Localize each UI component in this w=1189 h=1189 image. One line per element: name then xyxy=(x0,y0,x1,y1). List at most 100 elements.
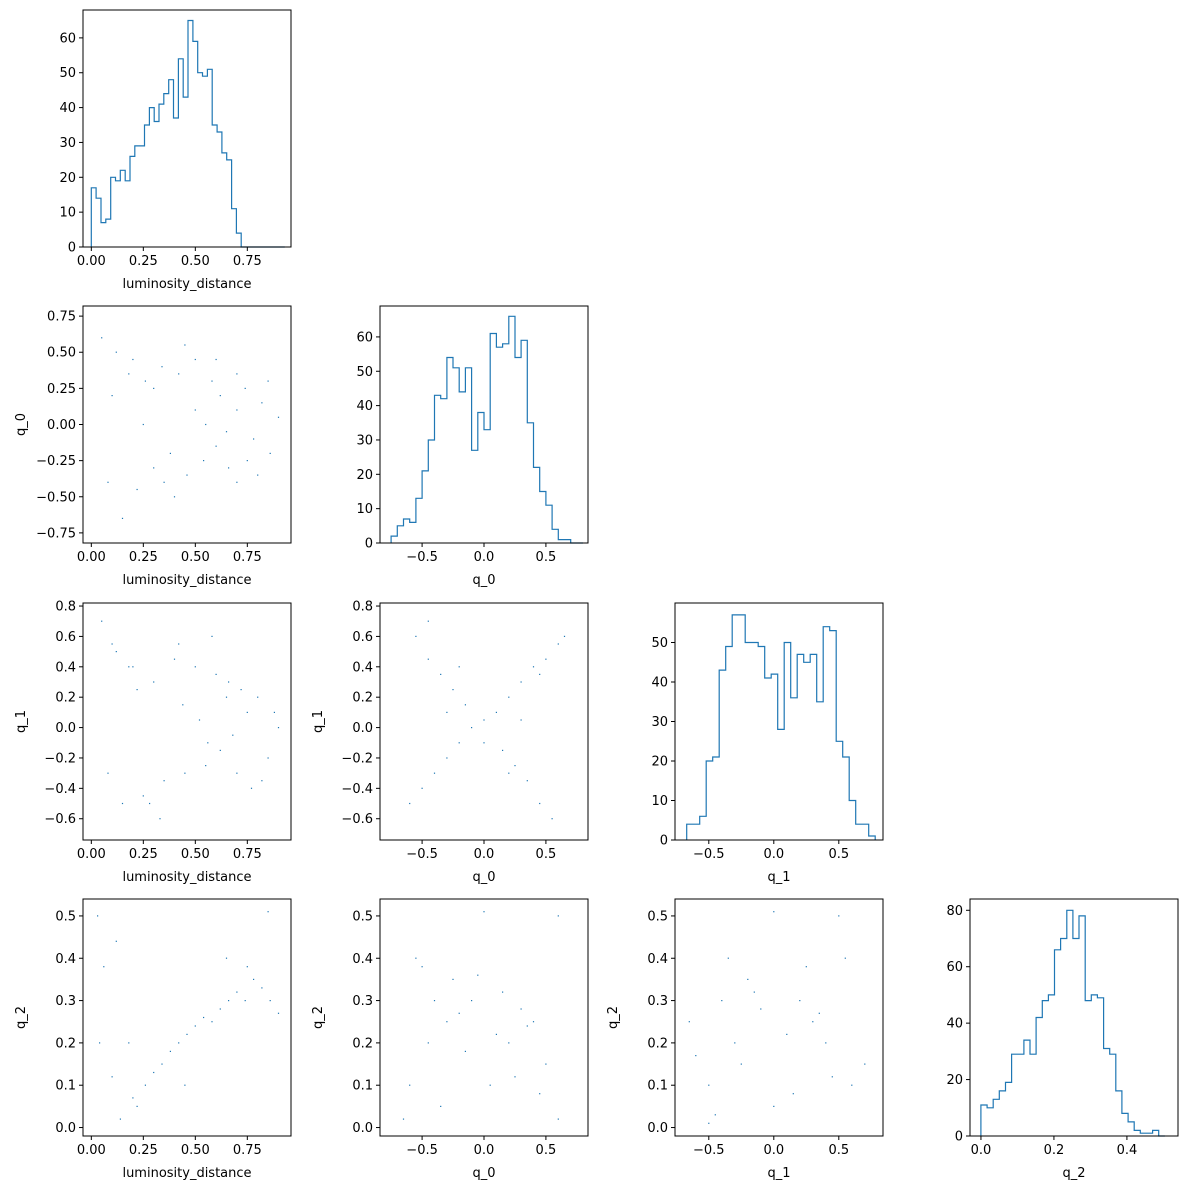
y-tick-label: 0.2 xyxy=(647,1036,668,1051)
scatter-point xyxy=(142,423,144,426)
scatter-point xyxy=(236,991,238,993)
scatter-point xyxy=(178,643,180,645)
scatter-point xyxy=(178,373,180,375)
x-tick-label: 0.50 xyxy=(181,847,210,862)
scatter-point xyxy=(240,689,242,691)
x-tick-label: 0.2 xyxy=(1044,1143,1065,1158)
y-tick-label: −0.4 xyxy=(341,782,373,797)
y-tick-label: 0.3 xyxy=(352,994,373,1009)
y-tick-label: 0.75 xyxy=(47,310,76,325)
scatter-point xyxy=(427,1042,429,1044)
y-tick-label: 20 xyxy=(946,1073,963,1088)
y-tick-label: 20 xyxy=(59,171,76,186)
y-tick-label: 10 xyxy=(356,502,373,517)
panel-10: 0.0 0.2 0.4 0 20 40 60 80 q_2 xyxy=(946,898,1179,1181)
axes-frame xyxy=(82,602,292,841)
scatter-point xyxy=(215,358,217,361)
scatter-point xyxy=(115,351,117,353)
scatter-point xyxy=(144,380,146,382)
y-tick-label: 50 xyxy=(59,66,76,81)
x-axis-label: luminosity_distance xyxy=(122,870,251,885)
y-tick-label: 0.4 xyxy=(352,660,373,675)
scatter-point xyxy=(267,380,269,382)
scatter-point xyxy=(184,344,186,346)
scatter-point xyxy=(440,1105,442,1107)
y-tick-label: 30 xyxy=(59,136,76,151)
scatter-point xyxy=(786,1033,788,1035)
scatter-point xyxy=(838,915,840,917)
y-tick-label: 0.0 xyxy=(352,721,373,736)
scatter-point xyxy=(194,358,196,361)
x-tick-label: −0.5 xyxy=(693,847,725,862)
panel-5: −0.5 0.0 0.5 −0.6 −0.4 −0.2 0.0 0.2 0.4 0.6 0.8 q_0… xyxy=(311,600,589,885)
x-tick-label: 0.75 xyxy=(233,254,262,269)
scatter-point xyxy=(464,704,466,706)
scatter-point xyxy=(514,765,516,767)
scatter-point xyxy=(545,658,547,660)
scatter-point xyxy=(184,772,186,774)
axes-frame xyxy=(82,9,292,248)
scatter-point xyxy=(225,957,228,959)
y-tick-label: 0.5 xyxy=(647,909,668,924)
y-axis-label: q_2 xyxy=(606,1006,621,1029)
scatter-point xyxy=(747,978,749,980)
x-tick-label: 0.5 xyxy=(536,847,557,862)
panel-9: −0.5 0.0 0.5 0.0 0.1 0.2 0.3 0.4 0.5 q_1 q_2 xyxy=(606,898,884,1181)
scatter-point xyxy=(477,974,479,976)
scatter-point xyxy=(142,795,144,797)
x-tick-label: −0.5 xyxy=(406,550,438,565)
y-tick-label: 0.4 xyxy=(352,952,373,967)
x-tick-label: 0.0 xyxy=(763,1143,784,1158)
axes-frame xyxy=(969,898,1179,1137)
y-axis-label: q_2 xyxy=(311,1006,326,1029)
y-tick-label: 60 xyxy=(59,31,76,46)
scatter-point xyxy=(111,643,113,645)
scatter-point xyxy=(433,1000,436,1002)
panel-8: −0.5 0.0 0.5 0.0 0.1 0.2 0.3 0.4 0.5 q_0 q_2 xyxy=(311,898,589,1181)
x-tick-label: 0.25 xyxy=(129,847,158,862)
scatter-point xyxy=(495,711,497,713)
scatter-point xyxy=(812,1021,814,1023)
x-tick-label: 0.0 xyxy=(474,1143,495,1158)
scatter-point xyxy=(236,481,238,483)
x-tick-label: 0.75 xyxy=(233,847,262,862)
scatter-point xyxy=(205,765,207,767)
scatter-point xyxy=(194,666,196,668)
scatter-point xyxy=(514,1076,516,1078)
histogram-step-line xyxy=(980,909,1165,1137)
y-tick-label: 0.1 xyxy=(647,1079,668,1094)
y-tick-label: 40 xyxy=(651,676,668,691)
scatter-point xyxy=(107,772,109,774)
y-axis-label: q_1 xyxy=(311,710,326,733)
y-tick-label: 0 xyxy=(365,537,373,552)
y-tick-label: 0.5 xyxy=(352,909,373,924)
scatter-point xyxy=(267,757,269,759)
scatter-point xyxy=(740,1063,742,1065)
y-tick-label: 10 xyxy=(59,206,76,221)
x-tick-label: 0.00 xyxy=(77,254,106,269)
scatter-point xyxy=(219,395,221,397)
x-tick-label: 0.25 xyxy=(129,550,158,565)
y-axis-label: q_2 xyxy=(14,1006,29,1029)
scatter-point xyxy=(244,1000,246,1002)
y-tick-label: 50 xyxy=(651,636,668,651)
y-tick-label: 30 xyxy=(356,433,373,448)
scatter-point xyxy=(695,1055,697,1057)
scatter-point xyxy=(121,802,124,805)
y-tick-label: 0.0 xyxy=(55,1121,76,1136)
scatter-point xyxy=(128,373,130,375)
scatter-point xyxy=(532,666,535,668)
y-tick-label: 50 xyxy=(356,365,373,380)
scatter-point xyxy=(446,711,448,713)
scatter-point xyxy=(246,711,248,713)
y-tick-label: 0.50 xyxy=(47,346,76,361)
scatter-point xyxy=(502,749,504,751)
panel-1: 0.00 0.25 0.50 0.75 0 10 20 30 40 50 60 luminosity_… xyxy=(59,9,292,292)
y-tick-label: −0.50 xyxy=(36,490,76,505)
y-tick-label: 0.25 xyxy=(47,382,76,397)
scatter-point xyxy=(107,481,109,483)
panel-2: 0.00 0.25 0.50 0.75 −0.75 −0.50 −0.25 0.00 0.25 0… xyxy=(14,305,292,588)
scatter-point xyxy=(688,1021,690,1023)
scatter-point xyxy=(409,802,411,805)
scatter-point xyxy=(446,757,448,759)
